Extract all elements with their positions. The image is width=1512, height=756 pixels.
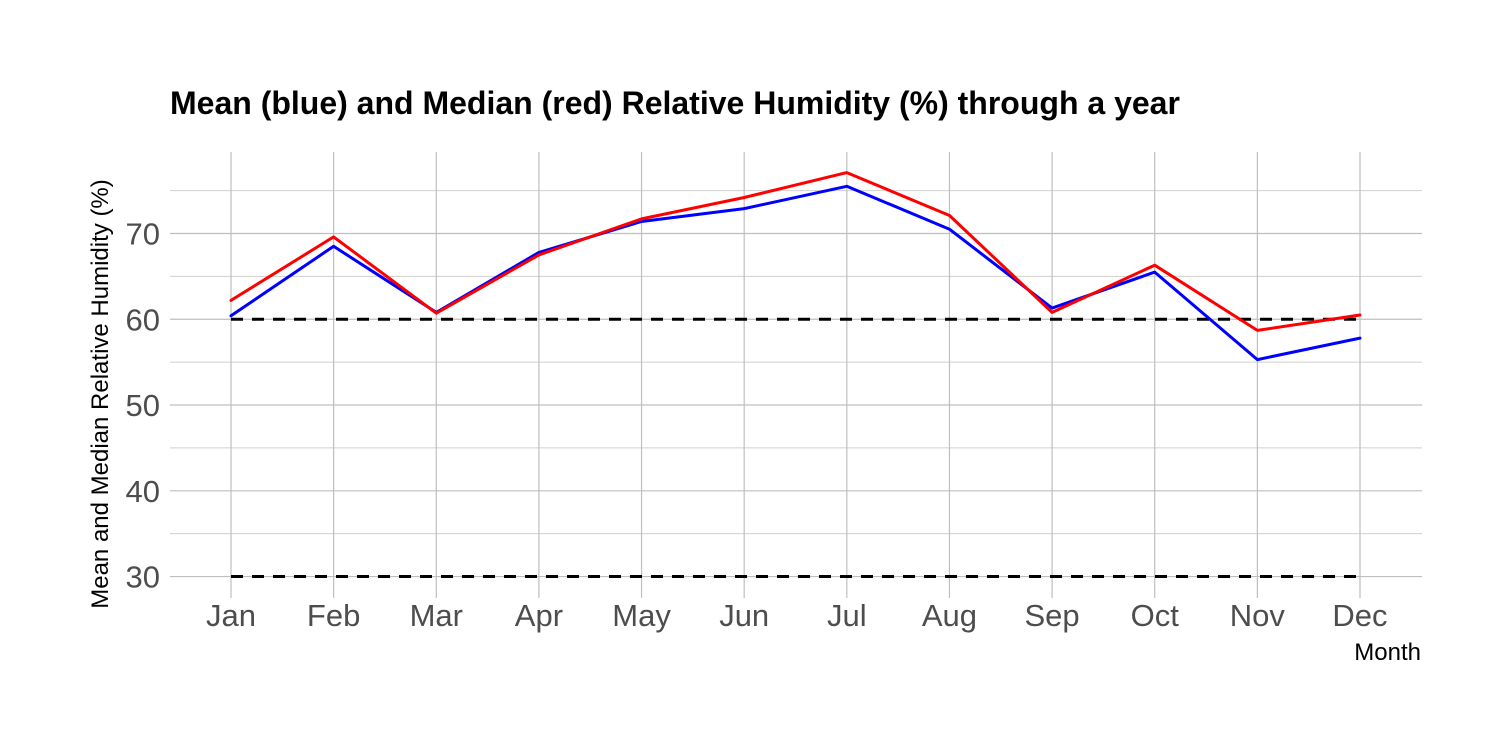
x-tick-label: Feb: [307, 598, 360, 633]
x-tick-label: Sep: [1025, 598, 1080, 633]
y-tick-label: 40: [126, 474, 160, 509]
x-tick-label: Jul: [827, 598, 867, 633]
x-tick-label: Dec: [1332, 598, 1387, 633]
y-tick-label: 70: [126, 216, 160, 251]
y-axis-title: Mean and Median Relative Humidity (%): [87, 179, 114, 609]
x-tick-label: Nov: [1230, 598, 1286, 633]
x-tick-label: Apr: [515, 598, 563, 633]
grid-lines: [170, 152, 1422, 598]
chart-title: Mean (blue) and Median (red) Relative Hu…: [170, 85, 1180, 121]
series-line-0: [229, 184, 1362, 362]
x-tick-label: Mar: [410, 598, 463, 633]
x-tick-label: Oct: [1131, 598, 1180, 633]
x-axis-ticks: Jan Feb Mar Apr May Jun Jul Aug Sep Oct Nov Dec: [206, 598, 1388, 633]
series-lines: [229, 171, 1362, 362]
y-tick-label: 30: [126, 560, 160, 595]
x-tick-label: Jun: [719, 598, 769, 633]
y-axis-ticks: 30 40 50 60 70: [126, 216, 160, 594]
x-axis-title: Month: [1354, 639, 1421, 666]
x-tick-label: Aug: [922, 598, 977, 633]
series-line-1: [229, 171, 1362, 332]
x-tick-label: May: [612, 598, 671, 633]
y-tick-label: 60: [126, 302, 160, 337]
y-tick-label: 50: [126, 388, 160, 423]
x-tick-label: Jan: [206, 598, 256, 633]
